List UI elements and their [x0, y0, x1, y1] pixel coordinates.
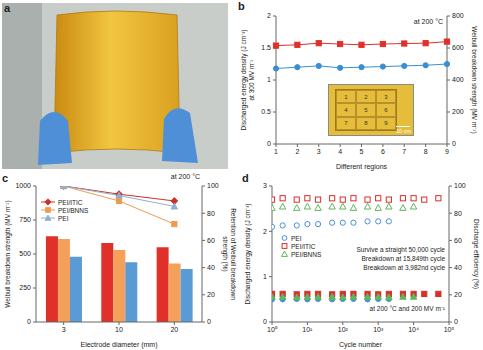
html-text:9: 9 [384, 120, 388, 127]
svg-text:1.5: 1.5 [261, 44, 271, 51]
svg-text:Discharged energy density (J c: Discharged energy density (J cm⁻³) [244, 204, 252, 305]
html-text:6: 6 [384, 107, 388, 113]
svg-text:3: 3 [263, 182, 267, 189]
svg-text:40: 40 [207, 264, 215, 271]
svg-text:8: 8 [424, 148, 428, 155]
svg-text:7: 7 [402, 148, 406, 155]
svg-text:60: 60 [207, 237, 215, 244]
svg-text:100: 100 [454, 182, 466, 189]
svg-text:200: 200 [452, 108, 464, 115]
svg-text:500: 500 [19, 250, 31, 257]
html-text:PEI: PEI [291, 234, 302, 242]
svg-text:Discharged energy density (J c: Discharged energy density (J cm⁻³) [240, 30, 248, 131]
html-text:7: 7 [344, 120, 348, 127]
svg-text:60: 60 [454, 237, 462, 244]
svg-text:4: 4 [338, 148, 342, 155]
svg-text:2: 2 [267, 12, 271, 19]
svg-text:10: 10 [115, 326, 123, 333]
svg-text:Retention of Weibull breakdown: Retention of Weibull breakdown [230, 208, 237, 300]
svg-text:Discharge efficiency (%): Discharge efficiency (%) [472, 219, 480, 289]
html-text:4: 4 [344, 107, 348, 113]
html-text:10 cm: 10 cm [396, 128, 411, 134]
html-text:Breakdown at 15,849th cycle: Breakdown at 15,849th cycle [361, 255, 445, 262]
svg-text:20: 20 [207, 291, 215, 298]
svg-text:6: 6 [381, 148, 385, 155]
html-text:1: 1 [344, 93, 348, 100]
svg-text:80: 80 [454, 210, 462, 217]
svg-text:3: 3 [62, 326, 66, 333]
html-text:3: 3 [384, 93, 388, 100]
html-text:a: a [4, 2, 11, 14]
svg-text:20: 20 [454, 291, 462, 298]
html-text:d: d [242, 172, 249, 184]
svg-text:9: 9 [445, 148, 449, 155]
svg-text:0: 0 [452, 140, 456, 147]
html-text:PEI/ITIC: PEI/ITIC [291, 242, 316, 250]
svg-text:1: 1 [263, 273, 267, 280]
html-text:PEI/BNNS: PEI/BNNS [58, 206, 89, 214]
svg-text:750: 750 [19, 216, 31, 223]
svg-text:10⁰: 10⁰ [267, 326, 278, 333]
svg-text:40: 40 [454, 264, 462, 271]
svg-text:1: 1 [274, 148, 278, 155]
svg-text:250: 250 [19, 284, 31, 291]
html-text:at 200 °C: at 200 °C [413, 18, 443, 25]
html-text:2: 2 [364, 93, 368, 100]
svg-text:3: 3 [317, 148, 321, 155]
svg-text:Cycle number: Cycle number [339, 341, 383, 349]
svg-text:0: 0 [207, 318, 211, 325]
svg-text:0.5: 0.5 [261, 108, 271, 115]
svg-text:20: 20 [170, 326, 178, 333]
svg-text:Electrode diameter (mm): Electrode diameter (mm) [80, 341, 157, 349]
svg-text:10²: 10² [338, 326, 349, 333]
svg-text:10³: 10³ [373, 326, 384, 333]
html-text:8: 8 [364, 120, 368, 127]
svg-text:0: 0 [267, 140, 271, 147]
svg-text:10¹: 10¹ [302, 326, 313, 333]
html-text:PEI/ITIC: PEI/ITIC [58, 198, 83, 206]
html-text:Survive a straight 50,000 cycl: Survive a straight 50,000 cycle [356, 246, 445, 253]
html-text:PEI: PEI [58, 214, 69, 222]
html-text:PEI/BNNS: PEI/BNNS [291, 250, 322, 258]
svg-text:at 300 MV m⁻¹: at 300 MV m⁻¹ [248, 59, 255, 101]
html-text:Breakdown at 3,982nd cycle: Breakdown at 3,982nd cycle [363, 264, 445, 271]
svg-text:800: 800 [452, 12, 464, 19]
html-text:5: 5 [364, 107, 368, 113]
html-text:b: b [238, 0, 245, 12]
svg-text:2: 2 [295, 148, 299, 155]
svg-text:10⁵: 10⁵ [444, 326, 455, 333]
svg-text:0: 0 [27, 318, 31, 325]
html-text:at 200 °C and 200 MV m⁻¹: at 200 °C and 200 MV m⁻¹ [369, 305, 445, 312]
svg-text:1: 1 [267, 76, 271, 83]
svg-text:Weibull breakdown strength (MV: Weibull breakdown strength (MV m⁻¹) [4, 200, 12, 307]
svg-text:2: 2 [263, 228, 267, 235]
svg-text:80: 80 [207, 210, 215, 217]
html-text:at 200 °C: at 200 °C [170, 173, 200, 180]
html-text:c: c [2, 172, 9, 184]
svg-text:1000: 1000 [15, 182, 31, 189]
svg-text:Different regions: Different regions [336, 163, 388, 171]
svg-text:0: 0 [454, 318, 458, 325]
svg-text:0: 0 [263, 318, 267, 325]
svg-text:400: 400 [452, 76, 464, 83]
svg-text:100: 100 [207, 182, 219, 189]
svg-text:10⁴: 10⁴ [408, 326, 419, 333]
svg-text:600: 600 [452, 44, 464, 51]
svg-text:Weibull breakdown strength (MV: Weibull breakdown strength (MV m⁻¹) [470, 26, 478, 133]
svg-text:strength (%): strength (%) [221, 236, 229, 271]
svg-text:5: 5 [360, 148, 364, 155]
